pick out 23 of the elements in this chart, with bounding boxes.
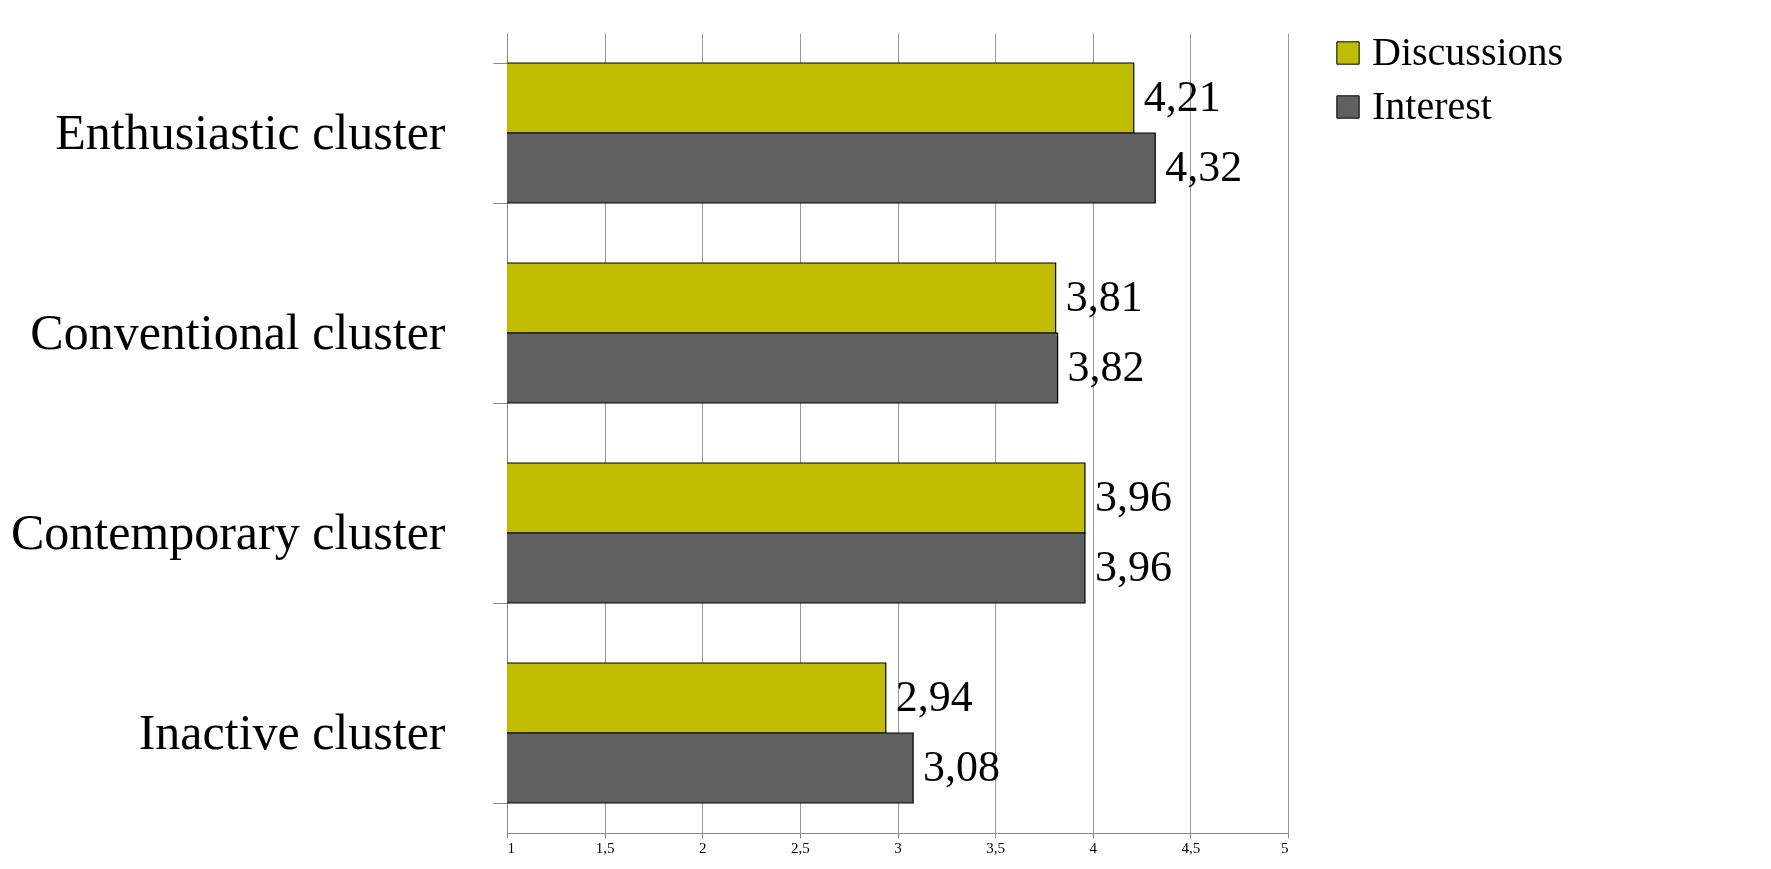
y-tick-label: Contemporary cluster <box>10 503 446 560</box>
data-label: 3,08 <box>923 742 1001 791</box>
data-label: 3,96 <box>1094 472 1172 521</box>
x-tick-label: 3,5 <box>986 839 1005 856</box>
data-label: 4,32 <box>1165 142 1243 191</box>
x-tick-label: 2 <box>699 839 707 856</box>
x-tick-label: 4 <box>1089 839 1098 856</box>
legend-label: Interest <box>1372 83 1492 128</box>
x-tick-label: 4,5 <box>1181 839 1201 856</box>
data-label: 2,94 <box>895 672 973 721</box>
data-label: 3,96 <box>1094 542 1172 591</box>
y-tick-label: Enthusiastic cluster <box>55 103 446 160</box>
data-label: 3,82 <box>1067 342 1145 391</box>
x-tick-label: 3 <box>894 839 902 856</box>
y-tick-label: Inactive cluster <box>138 703 446 760</box>
x-tick-label: 1 <box>507 839 515 856</box>
x-tick-label: 1,5 <box>595 839 615 856</box>
x-tick-label: 2,5 <box>791 839 810 856</box>
legend-label: Discussions <box>1372 29 1564 74</box>
data-label: 4,21 <box>1143 72 1221 121</box>
x-tick-label: 5 <box>1281 839 1289 856</box>
y-tick-label: Conventional cluster <box>30 303 446 360</box>
data-label: 3,81 <box>1065 272 1143 321</box>
